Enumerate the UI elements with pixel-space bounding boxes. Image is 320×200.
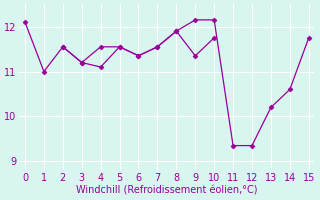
X-axis label: Windchill (Refroidissement éolien,°C): Windchill (Refroidissement éolien,°C) — [76, 186, 258, 196]
